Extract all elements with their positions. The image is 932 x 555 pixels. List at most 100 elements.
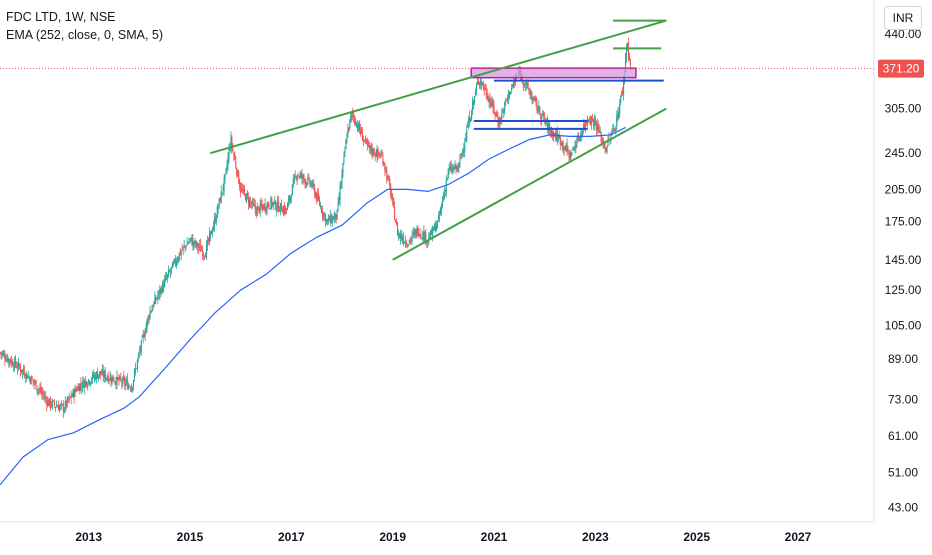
candle-body: [563, 146, 565, 150]
candle-body: [433, 227, 435, 231]
resistance-zone[interactable]: [470, 67, 637, 79]
candle-body: [156, 298, 158, 300]
candle-body: [356, 123, 358, 126]
candle-body: [65, 400, 67, 407]
candle-body: [19, 367, 22, 372]
candle-body: [294, 175, 296, 177]
candle-body: [323, 215, 326, 216]
candle-body: [226, 165, 228, 170]
candle-body: [74, 388, 76, 397]
candle-body: [331, 217, 333, 224]
candle-body: [12, 361, 14, 366]
candle-body: [577, 135, 579, 142]
candle-body: [18, 364, 21, 368]
currency-badge[interactable]: INR: [884, 6, 922, 30]
upper-trendline[interactable]: [209, 19, 667, 155]
candle-body: [279, 210, 281, 212]
candle-body: [402, 236, 404, 243]
candle-body: [150, 311, 152, 313]
candle-body: [575, 146, 577, 149]
candle-body: [148, 316, 150, 318]
candle-body: [450, 166, 452, 172]
candle-body: [303, 175, 305, 179]
candle-body: [336, 209, 338, 220]
candle-body: [11, 360, 13, 364]
candle-body: [162, 282, 164, 293]
candle-body: [153, 301, 155, 307]
candle-body: [564, 149, 566, 151]
candle-body: [547, 118, 549, 130]
candle-body: [315, 194, 317, 198]
candle-body: [93, 374, 96, 378]
candle-body: [360, 130, 363, 134]
candle-body: [154, 296, 156, 304]
candle-body: [111, 376, 113, 384]
candle-body: [525, 81, 527, 85]
candle-body: [347, 128, 349, 138]
candle-body: [180, 251, 182, 254]
candle-body: [623, 80, 625, 95]
candle-body: [539, 107, 541, 114]
candle-body: [430, 230, 432, 238]
candle-body: [585, 120, 587, 128]
candle-body: [603, 142, 605, 149]
ema-line[interactable]: [0, 126, 626, 486]
symbol-title[interactable]: FDC LTD, 1W, NSE: [6, 10, 116, 24]
candle-body: [196, 242, 198, 245]
candle-body: [328, 217, 330, 222]
candle-body: [145, 325, 147, 334]
candle-body: [431, 230, 433, 235]
candle-body: [339, 187, 341, 200]
candle-body: [627, 43, 630, 58]
candle-body: [14, 359, 16, 369]
candle-body: [385, 169, 387, 173]
candle-body: [122, 378, 124, 386]
candle-body: [458, 162, 460, 168]
indicator-label[interactable]: EMA (252, close, 0, SMA, 5): [6, 28, 164, 42]
candle-body: [13, 366, 15, 368]
candle-body: [160, 288, 162, 293]
candle-body: [616, 115, 618, 127]
candle-body: [238, 171, 240, 184]
candle-body: [495, 112, 497, 114]
candle-body: [543, 111, 545, 118]
last-price-badge[interactable]: [878, 59, 924, 78]
lower-trendline[interactable]: [392, 107, 667, 261]
candle-body: [248, 199, 250, 206]
candle-body: [438, 215, 440, 217]
price-tick-label: 105.00: [885, 319, 922, 333]
candle-body: [388, 178, 390, 180]
candle-body: [348, 127, 350, 130]
candle-body: [359, 129, 362, 134]
candle-body: [540, 115, 542, 119]
candle-body: [313, 183, 315, 188]
candle-body: [562, 141, 564, 149]
time-tick-label: 2023: [582, 530, 609, 544]
candle-body: [354, 115, 356, 122]
candle-body: [212, 226, 214, 230]
candle-body: [253, 203, 255, 206]
candle-body: [370, 144, 372, 152]
candle-body: [230, 137, 232, 149]
candle-body: [283, 206, 286, 213]
candle-body: [527, 82, 529, 90]
candle-body: [300, 173, 302, 176]
candle-body: [164, 279, 166, 287]
candle-body: [483, 87, 485, 91]
candle-body: [49, 398, 51, 406]
candle-body: [139, 349, 141, 351]
candle-body: [346, 138, 348, 142]
price-tick-label: 89.00: [888, 352, 918, 366]
candle-body: [168, 270, 170, 275]
candle-body: [206, 244, 208, 259]
candle-body: [453, 168, 455, 170]
candle-body: [418, 233, 420, 236]
candle-body: [50, 397, 52, 407]
candle-body: [159, 289, 161, 295]
candle-body: [5, 359, 7, 361]
candle-body: [477, 80, 479, 83]
candle-body: [234, 155, 236, 160]
candle-body: [135, 367, 137, 369]
